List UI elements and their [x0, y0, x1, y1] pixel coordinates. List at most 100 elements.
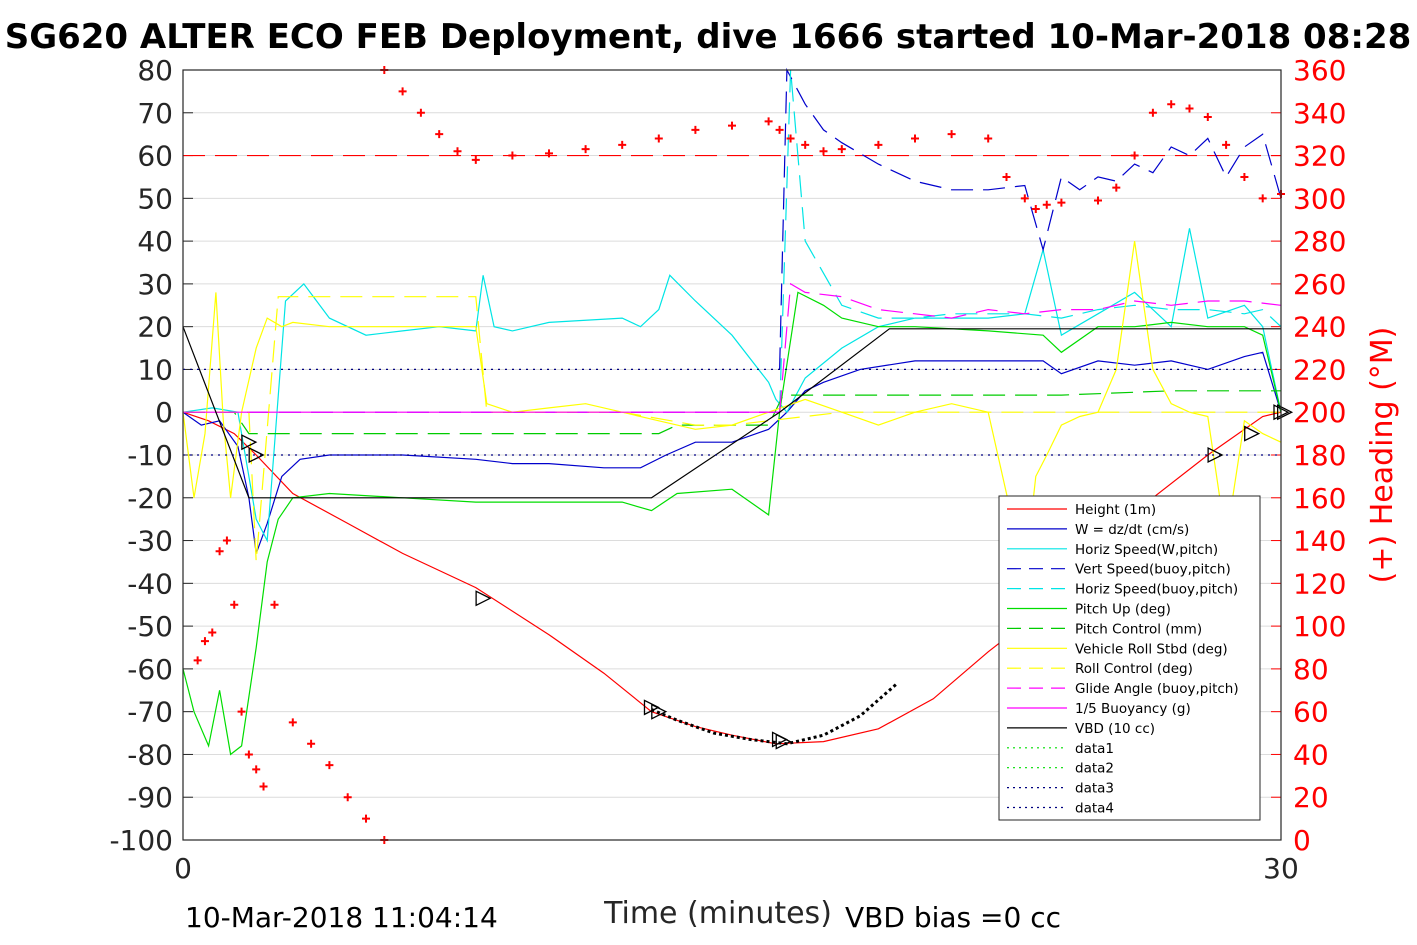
heading-point [325, 761, 334, 770]
heading-point [435, 130, 444, 139]
y-tick-label: 30 [137, 268, 173, 301]
heading-point [362, 814, 370, 823]
heading-point [1031, 205, 1040, 214]
y-right-tick-label: 20 [1293, 781, 1329, 814]
y-tick-label: 60 [137, 140, 173, 173]
y-tick-label: -90 [127, 781, 173, 814]
heading-point [581, 145, 590, 154]
legend-entry: Horiz Speed(W,pitch) [1075, 542, 1218, 558]
heading-point [1112, 183, 1121, 192]
y-right-tick-label: 100 [1293, 610, 1346, 643]
x-axis-ticks: 0 30 [174, 852, 1299, 885]
heading-point [208, 628, 217, 637]
y-right-tick-label: 0 [1293, 824, 1311, 857]
heading-points-layer [193, 66, 1285, 844]
heading-point [1094, 196, 1102, 205]
heading-point [1130, 151, 1139, 160]
y-right-tick-label: 360 [1293, 54, 1346, 87]
y-tick-label: -30 [127, 525, 173, 558]
x-tick-label: 30 [1263, 852, 1299, 885]
y-right-tick-label: 200 [1293, 396, 1346, 429]
y-tick-label: -70 [127, 696, 173, 729]
heading-point [837, 145, 846, 154]
heading-point [801, 140, 810, 149]
heading-point [1203, 113, 1212, 122]
legend-entry: Roll Control (deg) [1075, 661, 1193, 677]
y-right-tick-label: 160 [1293, 482, 1346, 515]
legend-entry: Pitch Up (deg) [1075, 602, 1171, 618]
y-right-tick-label: 260 [1293, 268, 1346, 301]
y-right-tick-label: 340 [1293, 97, 1346, 130]
legend-entry: Vert Speed(buoy,pitch) [1075, 562, 1231, 578]
y-tick-label: -40 [127, 567, 173, 600]
heading-point [270, 600, 279, 609]
y-tick-label: -100 [109, 824, 173, 857]
y-tick-label: -20 [127, 482, 173, 515]
heading-point [1002, 172, 1011, 181]
heading-point [307, 739, 316, 748]
heading-point [508, 151, 517, 160]
x-axis-label: Time (minutes) [603, 896, 832, 931]
y-right-tick-label: 40 [1293, 738, 1329, 771]
triangle-marker [475, 590, 492, 607]
y-tick-label: 40 [137, 225, 173, 258]
y-tick-label: -60 [127, 653, 173, 686]
heading-point [416, 108, 425, 117]
y-right-tick-label: 280 [1293, 225, 1346, 258]
legend-entry: Pitch Control (mm) [1075, 621, 1202, 637]
y-tick-label: 80 [137, 54, 173, 87]
heading-point [984, 134, 993, 143]
heading-point [1222, 140, 1231, 149]
heading-point [259, 782, 268, 791]
y-right-tick-label: 60 [1293, 696, 1329, 729]
y-tick-label: 0 [155, 396, 173, 429]
heading-point [193, 656, 202, 665]
heading-point [244, 750, 253, 759]
heading-point [874, 140, 883, 149]
heading-point [453, 147, 462, 156]
legend-entry: VBD (10 cc) [1075, 721, 1155, 737]
legend-entry: data4 [1075, 801, 1114, 817]
heading-point [1020, 194, 1029, 203]
y-right-tick-label: 80 [1293, 653, 1329, 686]
y-right-tick-label: 300 [1293, 182, 1346, 215]
heading-point [764, 117, 773, 126]
series-line [779, 282, 1282, 413]
legend-entry: Vehicle Roll Stbd (deg) [1075, 641, 1228, 657]
heading-point [215, 547, 224, 556]
y-tick-label: -50 [127, 610, 173, 643]
heading-point [911, 134, 919, 143]
series-line [182, 291, 1282, 756]
heading-point [200, 637, 209, 646]
heading-point [252, 765, 261, 774]
y-tick-label: -10 [127, 439, 173, 472]
legend-entry: W = dz/dt (cm/s) [1075, 522, 1189, 538]
legend-entry: Horiz Speed(buoy,pitch) [1075, 582, 1238, 598]
heading-point [1148, 108, 1157, 117]
heading-point [343, 793, 352, 802]
right-y-axis-label: (+) Heading (°M) [1365, 327, 1400, 584]
heading-point [775, 125, 784, 134]
heading-point [618, 140, 627, 149]
triangle-marker [241, 434, 258, 451]
y-tick-label: -80 [127, 738, 173, 771]
heading-point [1258, 194, 1267, 203]
heading-point [1240, 172, 1249, 181]
plot-border [182, 69, 1282, 841]
heading-point [728, 121, 736, 130]
legend-entry: data2 [1075, 761, 1114, 777]
footer-timestamp: 10-Mar-2018 11:04:14 [185, 901, 498, 934]
legend-entry: data3 [1075, 781, 1114, 797]
heading-point [545, 149, 553, 158]
y-right-tick-label: 140 [1293, 525, 1346, 558]
y-right-tick-label: 120 [1293, 567, 1346, 600]
heading-point [786, 134, 795, 143]
series-layer [182, 67, 1282, 756]
triangle-marker [248, 446, 265, 464]
footer-vbd-bias: VBD bias =0 cc [845, 901, 1061, 934]
chart-title: SG620 ALTER ECO FEB Deployment, dive 166… [5, 17, 1412, 57]
heading-point [1042, 200, 1051, 209]
legend-entry: Glide Angle (buoy,pitch) [1075, 681, 1239, 697]
left-y-axis-ticks: 80 70 60 50 40 30 20 10 0 -10 -20 -30 -40 -50 -60 -70 -8… [109, 54, 173, 857]
